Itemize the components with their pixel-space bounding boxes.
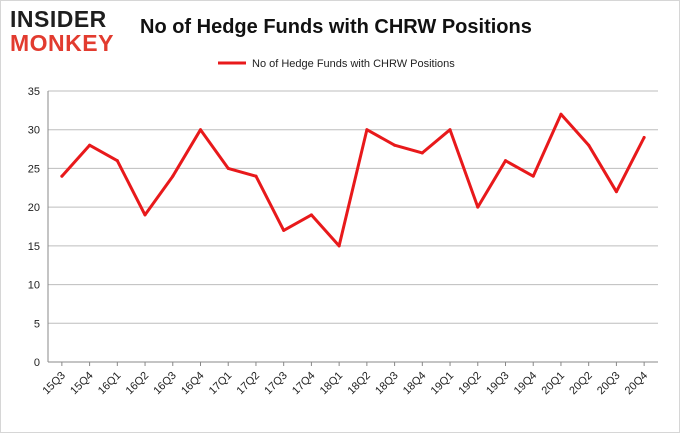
data-point	[393, 143, 397, 147]
data-point	[143, 213, 147, 217]
logo-line-2: MONKEY	[10, 30, 114, 56]
data-point	[448, 128, 452, 132]
data-point	[337, 244, 341, 248]
x-tick-label: 16Q4	[179, 370, 207, 398]
x-tick-label: 17Q3	[262, 370, 290, 398]
x-tick-label: 18Q3	[373, 370, 401, 398]
data-point	[282, 228, 286, 232]
data-point	[559, 112, 563, 116]
data-point	[642, 135, 646, 139]
x-tick-label: 18Q4	[401, 370, 429, 398]
series-line-0	[60, 112, 646, 248]
data-point	[476, 205, 480, 209]
x-tick-label: 19Q4	[512, 370, 540, 398]
chart-title: No of Hedge Funds with CHRW Positions	[140, 16, 532, 38]
data-point	[531, 174, 535, 178]
x-tick-label: 17Q1	[207, 370, 235, 398]
x-tick-label: 19Q1	[429, 370, 457, 398]
x-tick-label: 20Q2	[567, 370, 595, 398]
data-point	[88, 143, 92, 147]
gridlines	[48, 90, 658, 363]
x-tick-label: 17Q2	[235, 370, 263, 398]
legend: No of Hedge Funds with CHRW Positions	[218, 58, 455, 70]
x-tick-label: 20Q4	[623, 370, 651, 398]
x-tick-label: 18Q1	[318, 370, 346, 398]
legend-label: No of Hedge Funds with CHRW Positions	[252, 58, 455, 70]
data-point	[309, 213, 313, 217]
data-point	[199, 128, 202, 132]
x-tick-label: 16Q3	[151, 370, 179, 398]
data-point	[115, 159, 119, 163]
x-tick-label: 19Q2	[456, 370, 484, 398]
x-tick-label: 17Q4	[290, 370, 318, 398]
x-tick-label: 15Q3	[40, 370, 68, 398]
data-point	[614, 190, 618, 194]
data-point	[171, 174, 175, 178]
data-point	[60, 174, 64, 178]
logo-line-1: INSIDER	[10, 6, 107, 32]
x-tick-label: 19Q3	[484, 370, 512, 398]
x-tick-label: 16Q2	[124, 370, 152, 398]
insider-monkey-logo: INSIDER MONKEY	[10, 8, 125, 56]
y-tick-label: 30	[28, 125, 40, 137]
data-point	[226, 166, 230, 170]
data-point	[254, 174, 258, 178]
x-tick-label: 18Q2	[345, 370, 373, 398]
y-tick-label: 5	[34, 318, 40, 330]
y-tick-label: 35	[28, 86, 40, 98]
x-tick-label: 20Q3	[595, 370, 623, 398]
data-point	[365, 128, 369, 132]
x-tick-label: 15Q4	[68, 370, 96, 398]
y-tick-label: 15	[28, 241, 40, 253]
series-lines	[60, 112, 646, 248]
y-axis: 0 5 10 15 20 25 30 35	[28, 86, 49, 369]
data-point	[587, 143, 591, 147]
y-tick-label: 25	[28, 163, 40, 175]
x-tick-label: 16Q1	[96, 370, 124, 398]
x-tick-label: 20Q1	[540, 370, 568, 398]
data-point	[504, 159, 507, 163]
y-tick-label: 10	[28, 280, 40, 292]
y-tick-label: 0	[34, 357, 40, 369]
x-axis: 15Q3 15Q4 16Q1 16Q2 16Q3 16Q4 17Q1 17Q2 17Q3 17Q4…	[40, 361, 658, 398]
y-tick-label: 20	[28, 202, 40, 214]
data-point	[420, 151, 424, 155]
